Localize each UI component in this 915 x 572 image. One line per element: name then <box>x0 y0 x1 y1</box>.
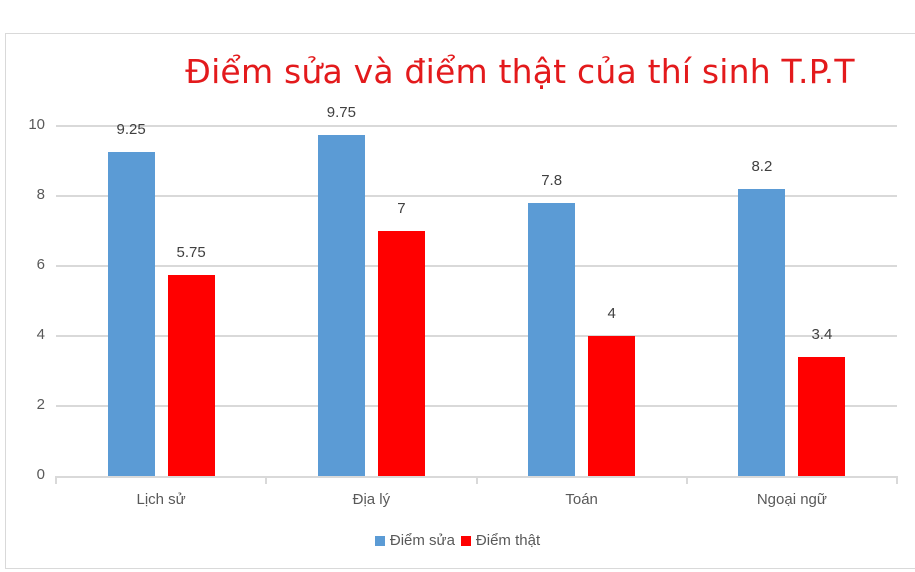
x-category-label: Lịch sử <box>136 491 186 508</box>
data-label: 5.75 <box>176 243 206 261</box>
legend-label: Điểm thật <box>475 532 541 549</box>
y-tick-label: 6 <box>36 256 45 273</box>
data-label: 4 <box>607 305 616 322</box>
bar-diem-that[interactable] <box>588 336 636 476</box>
gridline <box>56 125 897 127</box>
x-category-label: Địa lý <box>352 491 391 508</box>
chart-title: Điểm sửa và điểm thật của thí sinh T.P.T <box>185 52 855 91</box>
data-label: 7 <box>397 200 406 217</box>
data-label: 3.4 <box>811 326 833 343</box>
bar-diem-sua[interactable] <box>317 134 365 476</box>
data-label: 8.2 <box>751 158 773 175</box>
y-tick-label: 0 <box>36 466 45 483</box>
gridline <box>56 195 897 197</box>
bar-diem-that[interactable] <box>377 231 425 476</box>
legend-label: Điểm sửa <box>389 532 455 549</box>
bar-diem-sua[interactable] <box>107 152 155 476</box>
x-tick-mark <box>685 476 688 484</box>
gridline <box>56 265 897 267</box>
bar-diem-that[interactable] <box>798 357 846 476</box>
legend: Điểm sửa Điểm thật <box>0 532 915 549</box>
x-category-label: Toán <box>565 491 598 508</box>
x-tick-mark <box>265 476 268 484</box>
gridline <box>56 335 897 337</box>
x-category-label: Ngoại ngữ <box>756 491 827 508</box>
data-label: 7.8 <box>541 172 563 189</box>
x-tick-mark <box>55 476 57 484</box>
x-tick-mark <box>896 476 898 484</box>
y-tick-label: 2 <box>36 396 45 413</box>
bar-diem-sua[interactable] <box>528 203 576 476</box>
x-tick-mark <box>475 476 478 484</box>
bar-diem-sua[interactable] <box>738 189 786 476</box>
y-tick-label: 10 <box>28 116 45 133</box>
legend-swatch-blue <box>374 535 385 546</box>
y-tick-label: 8 <box>36 186 45 203</box>
legend-swatch-red <box>460 535 471 546</box>
gridline <box>56 405 897 407</box>
bar-diem-that[interactable] <box>167 274 215 476</box>
legend-item-diem-sua[interactable]: Điểm sửa <box>374 532 455 549</box>
data-label: 9.25 <box>116 121 146 139</box>
legend-item-diem-that[interactable]: Điểm thật <box>460 532 541 549</box>
y-tick-label: 4 <box>36 326 45 343</box>
data-label: 9.75 <box>326 103 356 121</box>
